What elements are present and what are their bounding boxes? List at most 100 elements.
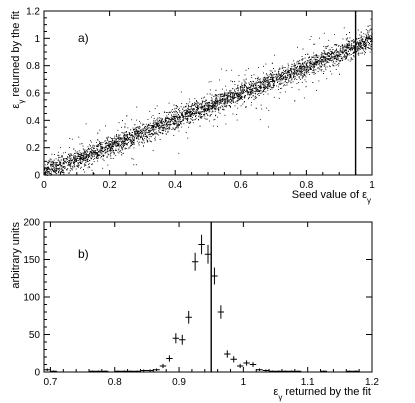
scatter-point	[69, 155, 71, 157]
scatter-point	[99, 151, 101, 152]
scatter-point	[86, 158, 88, 160]
scatter-point	[340, 51, 342, 53]
scatter-point	[366, 34, 367, 36]
scatter-point	[123, 133, 125, 135]
scatter-point	[47, 161, 49, 163]
scatter-point	[311, 65, 312, 67]
scatter-point	[318, 60, 320, 62]
histogram-point	[224, 350, 231, 358]
scatter-point	[106, 155, 108, 157]
scatter-point	[66, 169, 68, 171]
scatter-point	[192, 109, 194, 110]
scatter-point	[82, 157, 83, 159]
scatter-point	[263, 89, 264, 91]
scatter-point	[152, 115, 154, 116]
scatter-point	[144, 133, 146, 135]
scatter-point	[116, 143, 118, 145]
scatter-point	[268, 84, 270, 86]
scatter-point	[273, 82, 275, 84]
scatter-point	[201, 101, 203, 103]
scatter-point	[286, 84, 288, 86]
scatter-point	[357, 48, 359, 50]
scatter-point	[357, 53, 359, 55]
scatter-point	[107, 164, 109, 166]
scatter-point	[294, 68, 296, 70]
scatter-point	[224, 114, 226, 116]
scatter-point	[59, 165, 61, 167]
scatter-point	[237, 97, 239, 99]
scatter-point	[160, 119, 162, 121]
scatter-point	[272, 80, 273, 82]
scatter-point	[245, 82, 247, 84]
scatter-point	[142, 138, 143, 140]
scatter-point	[323, 64, 325, 66]
scatter-point	[176, 111, 177, 112]
scatter-point	[261, 91, 263, 93]
scatter-point	[190, 106, 192, 107]
scatter-point	[310, 65, 312, 67]
scatter-point	[340, 60, 341, 61]
scatter-point	[272, 79, 274, 81]
scatter-point	[61, 168, 63, 170]
scatter-point	[123, 137, 125, 139]
y-tick-label-b: 150	[23, 255, 40, 266]
scatter-point	[240, 89, 241, 91]
y-tick-label-a: 0.8	[26, 61, 40, 72]
scatter-point	[272, 76, 274, 78]
scatter-point	[104, 146, 106, 148]
scatter-point	[240, 86, 242, 88]
scatter-point	[273, 84, 275, 86]
scatter-point	[283, 67, 285, 69]
scatter-point	[280, 88, 281, 89]
scatter-point	[143, 128, 145, 130]
scatter-point	[178, 125, 180, 126]
scatter-point	[335, 50, 337, 52]
scatter-point	[178, 107, 180, 109]
scatter-point	[207, 105, 209, 107]
scatter-point	[181, 114, 183, 115]
scatter-point	[71, 168, 72, 170]
scatter-point	[274, 80, 276, 82]
scatter-point	[251, 84, 252, 86]
scatter-point	[249, 87, 251, 88]
scatter-point	[193, 108, 195, 110]
scatter-point	[116, 142, 118, 144]
scatter-point	[118, 122, 120, 124]
histogram-point	[44, 368, 51, 372]
scatter-point	[187, 112, 189, 114]
scatter-point	[357, 50, 358, 52]
scatter-point	[292, 73, 294, 75]
scatter-point	[98, 151, 100, 152]
scatter-point	[294, 76, 296, 78]
scatter-point	[283, 74, 284, 75]
scatter-point	[358, 47, 360, 49]
scatter-point	[303, 68, 305, 70]
scatter-point	[151, 126, 152, 128]
scatter-point	[260, 92, 262, 94]
scatter-point	[191, 109, 193, 111]
scatter-point	[148, 131, 150, 132]
scatter-point	[255, 89, 257, 90]
scatter-point	[154, 108, 156, 110]
scatter-point	[183, 118, 185, 119]
scatter-point	[220, 101, 222, 102]
scatter-point	[50, 161, 52, 163]
scatter-point	[78, 155, 80, 157]
scatter-point	[140, 122, 142, 124]
scatter-point	[200, 113, 202, 115]
scatter-point	[323, 61, 325, 63]
scatter-point	[332, 62, 334, 64]
scatter-point	[115, 148, 117, 150]
scatter-point	[278, 80, 280, 82]
scatter-point	[188, 108, 190, 110]
y-tick-label-b: 100	[23, 293, 40, 304]
scatter-point	[117, 145, 118, 147]
x-tick-label-b: 1.1	[301, 377, 315, 388]
scatter-point	[135, 127, 137, 129]
scatter-point	[147, 132, 149, 134]
scatter-point	[132, 132, 133, 133]
scatter-point	[93, 151, 95, 153]
scatter-point	[354, 50, 356, 52]
scatter-point	[270, 73, 272, 75]
scatter-point	[128, 139, 130, 141]
